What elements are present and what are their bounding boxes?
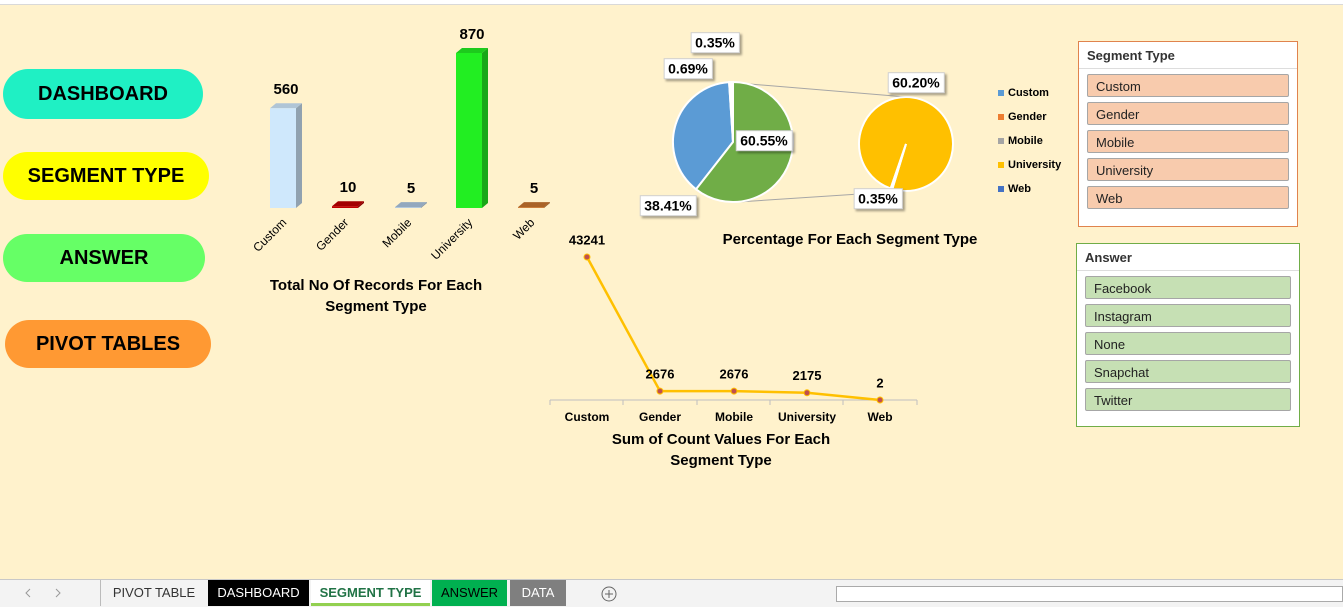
add-sheet[interactable] xyxy=(599,584,619,604)
slicer-item[interactable]: None xyxy=(1085,332,1291,355)
sheet-tab[interactable]: DASHBOARD xyxy=(208,580,309,606)
x-tick-label: Custom xyxy=(565,410,610,424)
pie-slice xyxy=(672,81,735,191)
x-tick-label: Web xyxy=(867,410,892,424)
nav-button[interactable]: DASHBOARD xyxy=(3,69,203,119)
x-tick-label: Mobile xyxy=(379,215,414,250)
slicer-item[interactable]: Web xyxy=(1087,186,1289,209)
legend-swatch xyxy=(998,162,1004,168)
charts: 560 Custom 10 Gender 5 Mobile 870 University 5 We… xyxy=(250,26,1062,424)
nav-button[interactable]: SEGMENT TYPE xyxy=(3,152,209,200)
data-label: 0.69% xyxy=(668,61,708,77)
bar-top xyxy=(270,103,302,109)
worksheet: DASHBOARD SEGMENT TYPE ANSWER PIVOT TABL… xyxy=(0,4,1343,580)
data-label: 0.35% xyxy=(695,35,735,51)
label-box xyxy=(887,72,945,94)
slicer-title: Segment Type xyxy=(1087,48,1175,63)
bar-side xyxy=(296,103,302,208)
x-tick-label: University xyxy=(778,410,836,424)
bar-top xyxy=(395,202,427,208)
point xyxy=(583,253,591,261)
data-label: 560 xyxy=(273,81,298,98)
sheet-tab[interactable]: SEGMENT TYPE xyxy=(311,580,430,606)
label-box xyxy=(853,188,903,210)
slicer: Answer Facebook Instagram None Snapchat Twitt… xyxy=(1076,243,1300,427)
data-label: 38.41% xyxy=(644,198,692,214)
bar xyxy=(456,53,482,208)
nav-button[interactable]: ANSWER xyxy=(3,234,205,282)
sheet-tab[interactable]: PIVOT TABLE xyxy=(100,580,207,606)
data-label: 60.55% xyxy=(740,133,788,149)
x-tick-label: Web xyxy=(510,215,537,242)
point xyxy=(876,396,884,404)
slicer: Segment Type Custom Gender Mobile University… xyxy=(1078,41,1298,227)
point xyxy=(730,387,738,395)
legend-label: University xyxy=(1008,159,1062,171)
x-tick-label: Gender xyxy=(639,410,681,424)
bar xyxy=(270,108,296,208)
legend-label: Gender xyxy=(1008,111,1047,123)
data-label: 2 xyxy=(876,375,883,390)
sheet-tab-bar: PIVOT TABLE DASHBOARD SEGMENT TYPE ANSWE… xyxy=(0,579,1343,607)
slicer-item[interactable]: Mobile xyxy=(1087,130,1289,153)
data-label: 2676 xyxy=(646,367,675,382)
label-box xyxy=(690,32,740,54)
slicer-item[interactable]: Instagram xyxy=(1085,304,1291,327)
data-label: 2676 xyxy=(720,367,749,382)
nav-button[interactable]: PIVOT TABLES xyxy=(5,320,211,368)
slicer-item[interactable]: University xyxy=(1087,158,1289,181)
label-box xyxy=(735,130,793,152)
bar-top xyxy=(332,201,364,207)
bar-side xyxy=(482,48,488,208)
chart-title: Sum of Count Values For Each Segment Typ… xyxy=(611,431,831,469)
legend-label: Custom xyxy=(1008,87,1049,99)
tab-nav[interactable] xyxy=(15,580,105,606)
data-label: 43241 xyxy=(569,232,605,247)
legend-swatch xyxy=(998,138,1004,144)
data-label: 10 xyxy=(340,179,357,196)
chart-title: Percentage For Each Segment Type xyxy=(722,231,978,248)
slicer-item[interactable]: Snapchat xyxy=(1085,360,1291,383)
bar xyxy=(395,207,421,208)
sheet-tab[interactable]: DATA xyxy=(510,580,566,606)
bar xyxy=(518,207,544,208)
bar xyxy=(332,206,358,208)
data-label: 870 xyxy=(459,26,484,43)
bar-top xyxy=(456,48,488,53)
data-label: 5 xyxy=(407,180,415,197)
legend-swatch xyxy=(998,114,1004,120)
legend-swatch xyxy=(998,186,1004,192)
legend-label: Mobile xyxy=(1008,135,1043,147)
slicer-title: Answer xyxy=(1085,250,1132,265)
slicer-item[interactable]: Gender xyxy=(1087,102,1289,125)
bar-side xyxy=(358,201,364,208)
point xyxy=(656,387,664,395)
x-tick-label: University xyxy=(428,215,475,262)
slicer-rule xyxy=(1077,270,1299,271)
data-label: 60.20% xyxy=(892,75,940,91)
connector xyxy=(737,82,907,98)
bar-top xyxy=(518,202,550,208)
data-label: 5 xyxy=(530,180,538,197)
bar-side xyxy=(421,202,427,208)
scrollbar[interactable] xyxy=(836,586,1343,602)
data-label: 2175 xyxy=(793,368,822,383)
legend-label: Web xyxy=(1008,183,1031,195)
chart-title: Total No Of Records For Each Segment Typ… xyxy=(269,277,483,315)
slicer-item[interactable]: Twitter xyxy=(1085,388,1291,411)
x-tick-label: Mobile xyxy=(715,410,753,424)
legend-swatch xyxy=(998,90,1004,96)
slicer-rule xyxy=(1079,68,1297,69)
bar-side xyxy=(544,202,550,208)
slicer-item[interactable]: Custom xyxy=(1087,74,1289,97)
label-box xyxy=(663,58,713,80)
slicer-item[interactable]: Facebook xyxy=(1085,276,1291,299)
x-tick-label: Gender xyxy=(313,215,351,253)
label-box xyxy=(639,195,697,217)
x-tick-label: Custom xyxy=(250,215,289,254)
data-label: 0.35% xyxy=(858,191,898,207)
point xyxy=(803,389,811,397)
sheet-tab[interactable]: ANSWER xyxy=(432,580,507,606)
